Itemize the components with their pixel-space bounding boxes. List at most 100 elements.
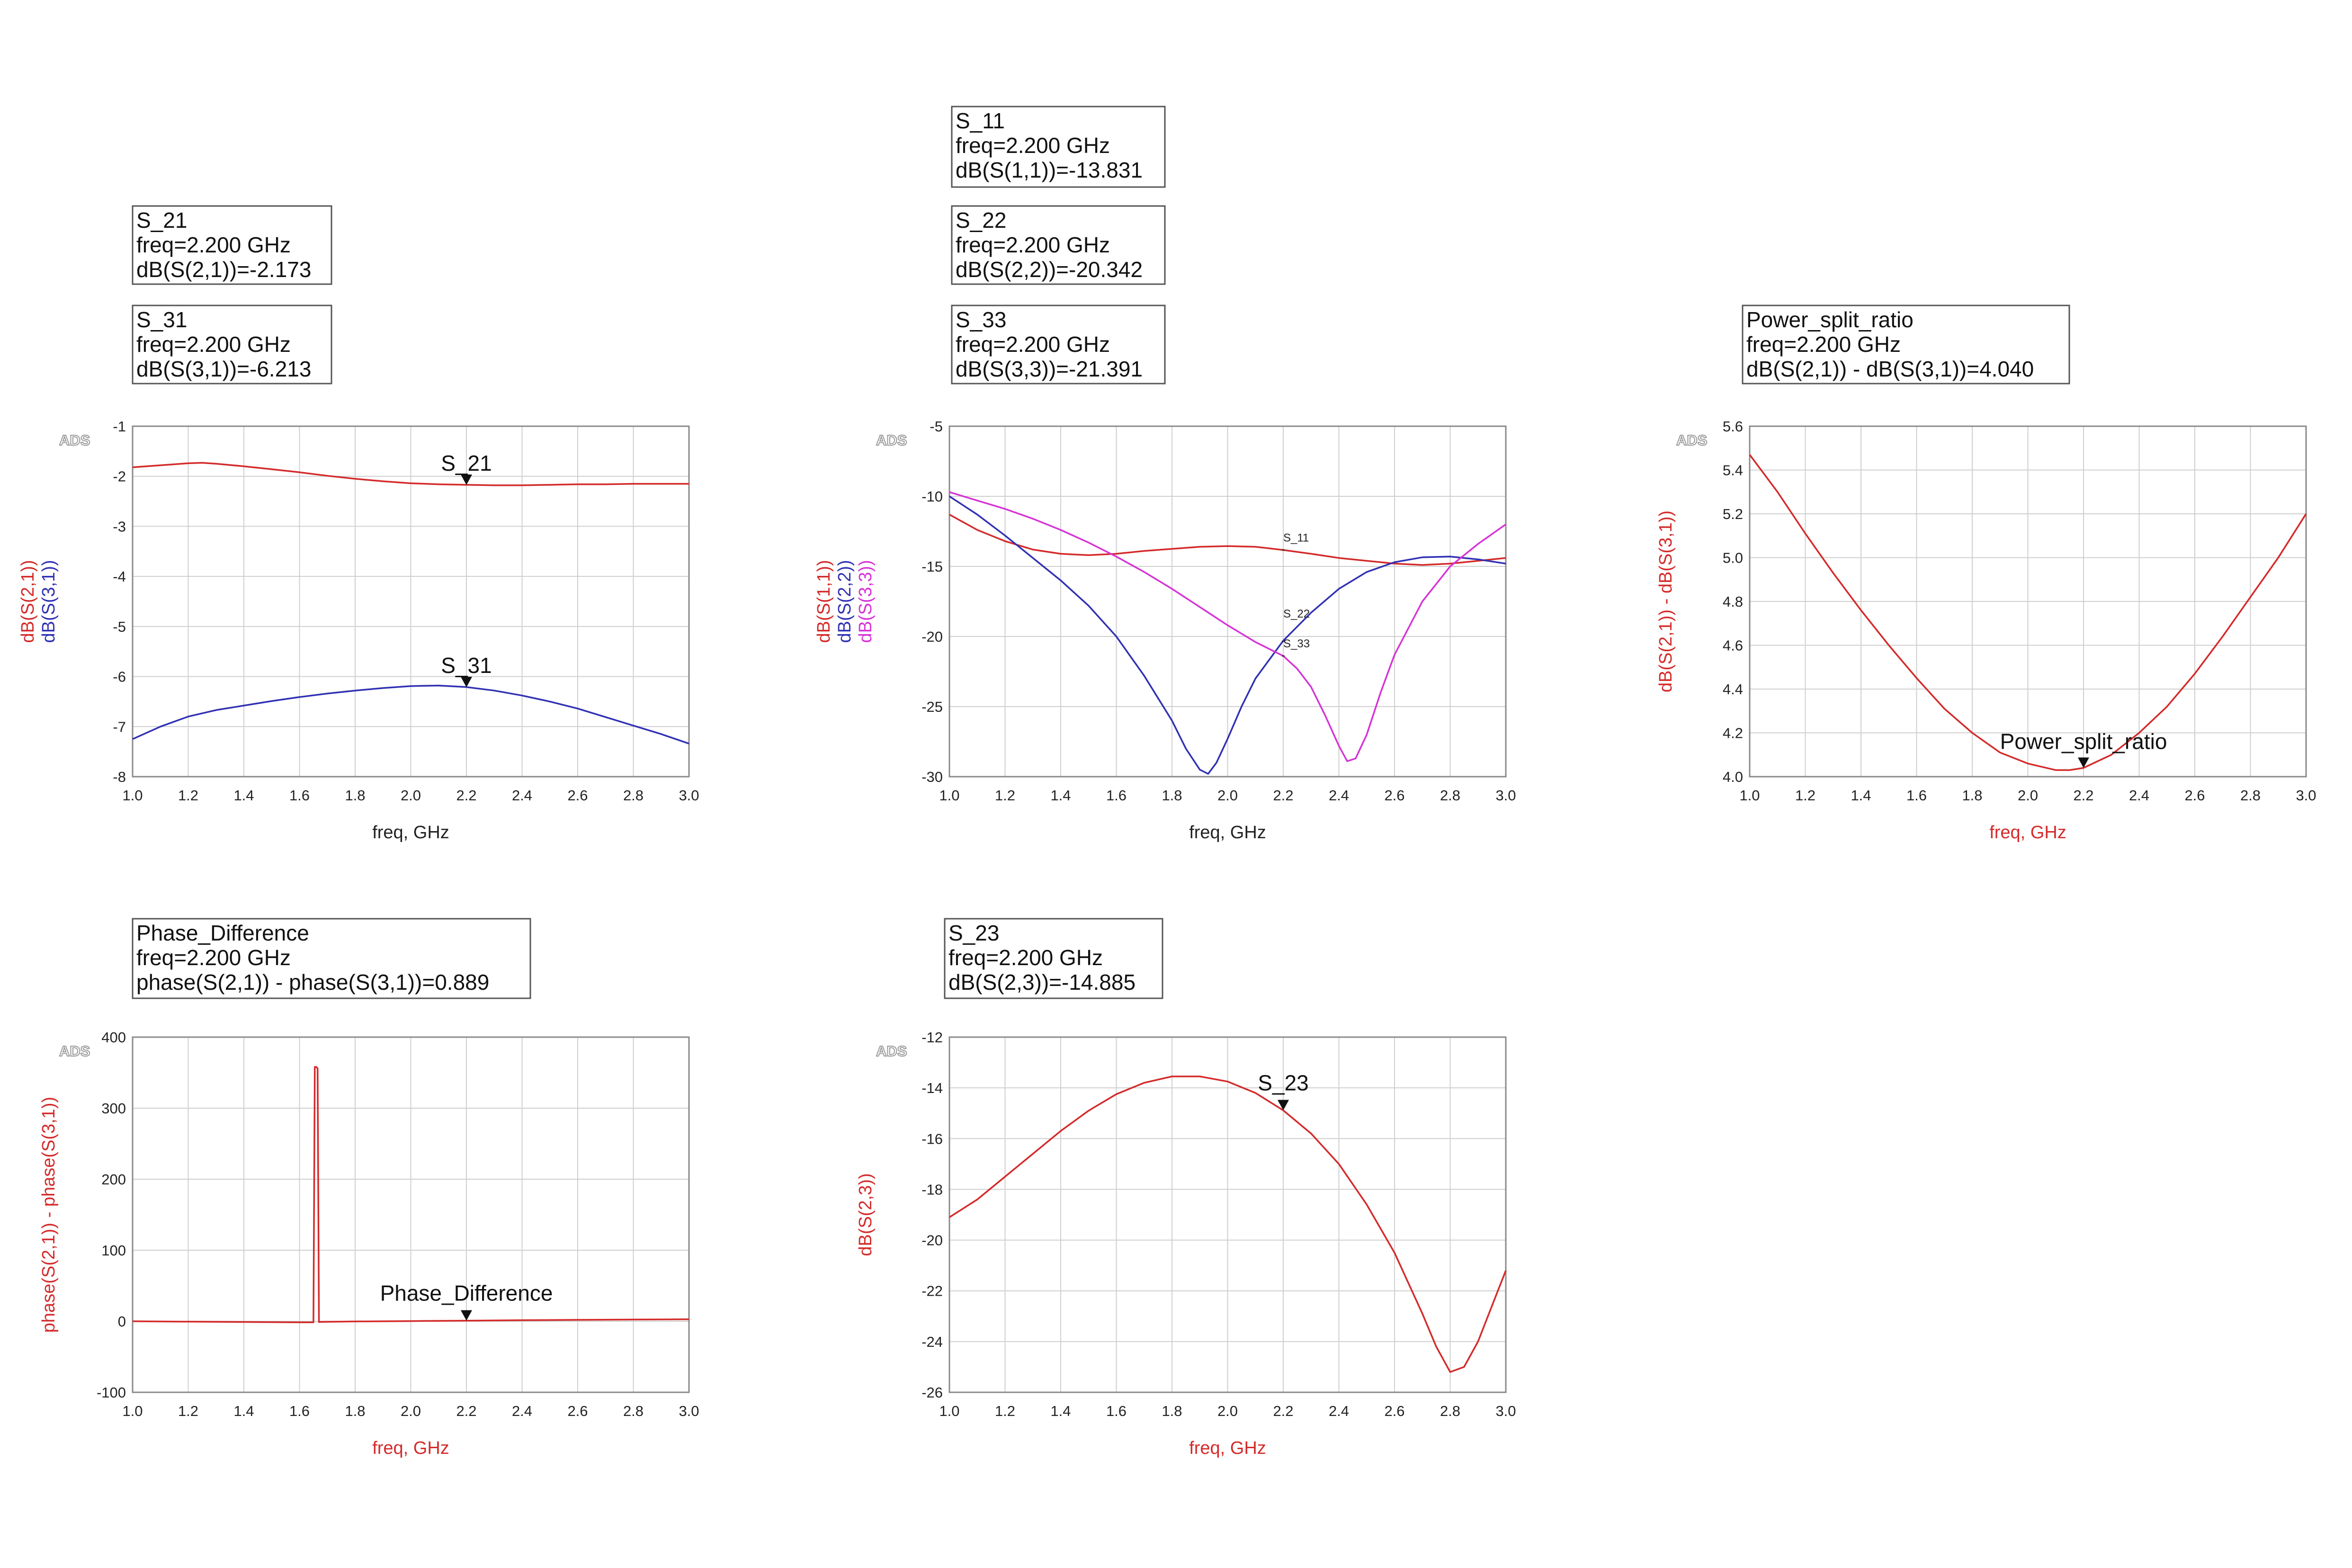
x-tick-label: 2.0 (2018, 787, 2038, 804)
x-tick-label: 2.6 (1384, 787, 1404, 804)
x-tick-label: 2.2 (1273, 787, 1293, 804)
y-tick-label: -20 (921, 1232, 943, 1249)
x-tick-label: 2.2 (2073, 787, 2093, 804)
readout-line: S_11 (956, 108, 1005, 133)
ads-watermark: ADS (59, 432, 90, 448)
y-tick-label: -5 (930, 418, 943, 435)
y-tick-label: 400 (101, 1029, 126, 1046)
readout-frame (944, 918, 1163, 999)
x-tick-label: 2.6 (567, 787, 588, 804)
x-tick-label: 2.8 (1440, 1403, 1460, 1419)
x-tick-label: 2.8 (623, 787, 644, 804)
x-tick-label: 2.8 (1440, 787, 1460, 804)
y-tick-label: -3 (113, 518, 126, 535)
y-tick-label: -10 (921, 488, 943, 505)
readout-line: S_33 (956, 307, 1006, 332)
y-tick-label: 0 (118, 1313, 126, 1330)
x-tick-label: 2.2 (456, 1403, 476, 1419)
y-tick-label: -12 (921, 1029, 943, 1046)
y-tick-label: -18 (921, 1181, 943, 1198)
series-line-2 (949, 491, 1507, 762)
series-line-0 (132, 1066, 689, 1324)
series-line-1 (132, 684, 689, 744)
y-tick-label: -6 (113, 669, 126, 685)
y-axis-label: dB(S(2,2)) (835, 560, 855, 643)
y-axis-label: dB(S(1,1)) (814, 560, 834, 643)
x-tick-label: 1.2 (995, 787, 1015, 804)
x-tick-label: 1.8 (1162, 1403, 1182, 1419)
x-tick-label: 2.8 (623, 1403, 644, 1419)
y-tick-label: -25 (921, 699, 943, 715)
plot-frame (948, 1036, 1507, 1393)
readout-line: dB(S(2,1))=-2.173 (136, 257, 311, 282)
readout-line: freq=2.200 GHz (948, 945, 1103, 970)
y-tick-label: -1 (113, 418, 126, 435)
series-line-1 (949, 495, 1506, 775)
readout-line: S_31 (136, 307, 187, 332)
readout-line: dB(S(1,1))=-13.831 (956, 158, 1143, 182)
x-tick-label: 1.2 (178, 1403, 198, 1419)
y-tick-label: 5.2 (1723, 506, 1743, 522)
marker-triangle (461, 475, 472, 485)
readout-line: freq=2.200 GHz (956, 332, 1110, 357)
series-line-0 (1749, 454, 2307, 771)
y-tick-label: 5.0 (1723, 550, 1743, 566)
y-tick-label: 300 (101, 1100, 126, 1117)
y-tick-label: 4.4 (1723, 681, 1743, 698)
readout-frame (1742, 305, 2070, 385)
marker-label: S_33 (1283, 637, 1310, 650)
x-tick-label: 2.6 (2184, 787, 2205, 804)
marker-label: S_31 (441, 653, 492, 678)
x-tick-label: 1.0 (122, 787, 143, 804)
y-axis-label: dB(S(3,1)) (39, 560, 59, 643)
marker-label: S_23 (1258, 1071, 1308, 1095)
x-tick-label: 1.2 (1795, 787, 1815, 804)
x-tick-label: 2.6 (1384, 1403, 1404, 1419)
x-tick-label: 2.0 (401, 787, 421, 804)
x-tick-label: 2.2 (1273, 1403, 1293, 1419)
readout-line: dB(S(3,3))=-21.391 (956, 357, 1143, 381)
y-tick-label: -26 (921, 1384, 943, 1401)
marker-label: S_22 (1283, 608, 1310, 620)
x-axis-label: freq, GHz (1189, 1438, 1266, 1458)
ads-watermark: ADS (876, 432, 907, 448)
series-line-0 (949, 1075, 1507, 1373)
x-tick-label: 2.4 (512, 1403, 532, 1419)
ads-watermark: ADS (1676, 432, 1707, 448)
x-tick-label: 2.8 (2240, 787, 2261, 804)
x-tick-label: 3.0 (1495, 787, 1516, 804)
x-tick-label: 2.4 (512, 787, 532, 804)
x-tick-label: 2.4 (1329, 1403, 1349, 1419)
x-tick-label: 1.4 (1050, 787, 1071, 804)
y-tick-label: -22 (921, 1283, 943, 1299)
x-tick-label: 1.6 (289, 1403, 310, 1419)
x-tick-label: 3.0 (2296, 787, 2316, 804)
readout-frame (132, 918, 531, 999)
x-tick-label: 1.4 (1050, 1403, 1071, 1419)
readout-line: S_23 (948, 921, 999, 945)
x-tick-label: 1.6 (289, 787, 310, 804)
y-axis-label: dB(S(2,3)) (856, 1173, 876, 1256)
y-tick-label: 4.8 (1723, 593, 1743, 610)
readout-line: dB(S(2,1)) - dB(S(3,1))=4.040 (1746, 357, 2034, 381)
y-axis-label: phase(S(2,1)) - phase(S(3,1)) (39, 1097, 59, 1333)
y-tick-label: -2 (113, 468, 126, 485)
readout-frame (951, 205, 1166, 285)
series-line-0 (949, 513, 1506, 566)
x-tick-label: 1.6 (1906, 787, 1927, 804)
x-tick-label: 1.8 (345, 1403, 365, 1419)
y-tick-label: 4.0 (1723, 769, 1743, 785)
x-tick-label: 2.2 (456, 787, 476, 804)
x-tick-label: 1.2 (995, 1403, 1015, 1419)
x-axis-label: freq, GHz (1989, 823, 2066, 842)
x-tick-label: 1.2 (178, 787, 198, 804)
x-tick-label: 1.8 (1162, 787, 1182, 804)
x-tick-label: 1.8 (345, 787, 365, 804)
